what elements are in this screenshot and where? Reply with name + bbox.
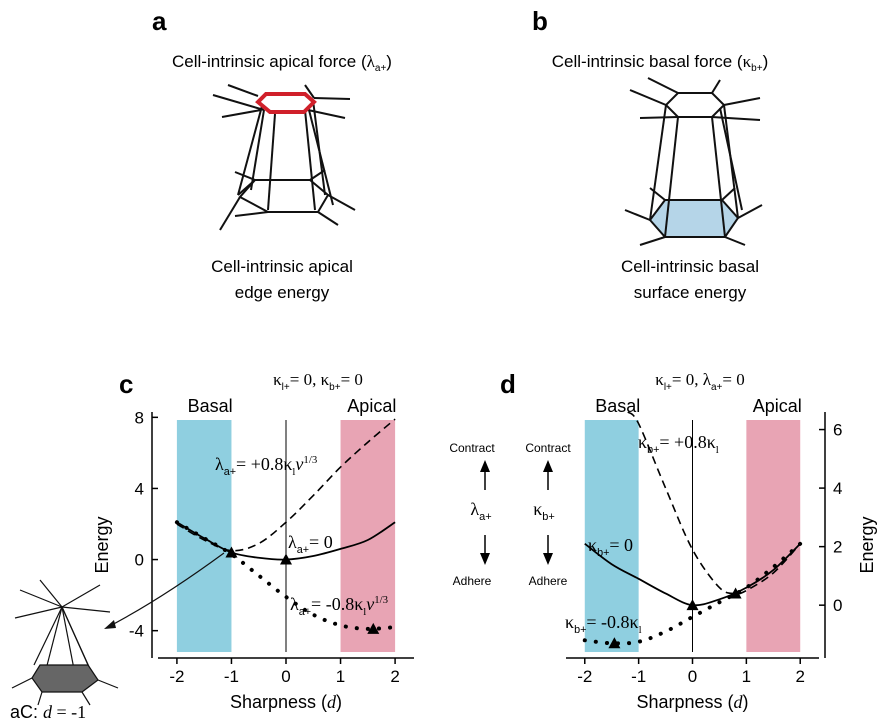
arrow-up-head — [543, 460, 553, 472]
y-tick-label: -4 — [129, 622, 144, 641]
minimum-marker — [367, 622, 380, 634]
series-dotted — [174, 520, 398, 631]
minimum-marker — [280, 553, 292, 565]
region-apical-label: Apical — [753, 396, 802, 416]
arrow-down-head — [543, 553, 553, 565]
arrow-contract-label: Contract — [525, 441, 571, 455]
x-tick-label: 1 — [336, 667, 345, 686]
x-tick-label: -1 — [631, 667, 646, 686]
panel-a-title: Cell-intrinsic apical force (λa+) — [172, 52, 392, 74]
panel-b-caption-line1: Cell-intrinsic basal — [621, 257, 759, 276]
cell-diagram-b — [624, 77, 763, 246]
x-tick-label: 2 — [795, 667, 804, 686]
x-axis-label: Sharpness (d) — [636, 692, 748, 712]
arrow-adhere-label: Adhere — [529, 574, 568, 588]
y-axis-label: Energy — [92, 516, 112, 573]
chart-c: κl+= 0, κb+= 0 Basal Apical -2 -1 0 1 2 -4 0 4 8 Sha… — [92, 370, 495, 712]
y-tick-label: 2 — [833, 538, 842, 557]
panel-b-title: Cell-intrinsic basal force (κb+) — [552, 52, 769, 74]
region-basal — [584, 420, 639, 652]
minimum-marker — [225, 546, 238, 558]
region-basal-label: Basal — [595, 396, 640, 416]
minimum-marker — [686, 599, 699, 611]
region-basal-label: Basal — [188, 396, 233, 416]
x-tick-label: 1 — [742, 667, 751, 686]
series-label: κb+= 0 — [588, 535, 633, 559]
series-label: λa+= -0.8κlv1/3 — [290, 594, 388, 618]
series-dashed — [176, 418, 396, 552]
y-tick-label: 0 — [833, 596, 842, 615]
panel-letter-d: d — [500, 369, 516, 399]
x-tick-label: 0 — [688, 667, 697, 686]
panel-a-caption-line2: edge energy — [235, 283, 330, 302]
y-axis-label: Energy — [857, 516, 877, 573]
x-tick-label: -2 — [169, 667, 184, 686]
panel-letter-b: b — [532, 6, 548, 36]
apical-edge-highlight — [255, 92, 317, 114]
panel-b-caption-line2: surface energy — [634, 283, 747, 302]
series-dashed — [627, 411, 801, 595]
cell-diagram-a — [212, 84, 356, 231]
y-tick-label: 6 — [833, 421, 842, 440]
panel-letter-a: a — [152, 6, 167, 36]
x-tick-label: 2 — [390, 667, 399, 686]
region-basal — [176, 420, 232, 652]
panel-letter-c: c — [119, 369, 133, 399]
chart-d-title: κl+= 0, λa+= 0 — [655, 370, 744, 393]
y-tick-label: 4 — [833, 479, 842, 498]
series-label: κb+= -0.8κl — [565, 612, 642, 636]
minimum-marker — [608, 637, 621, 649]
y-tick-label: 4 — [135, 479, 144, 498]
x-tick-label: -1 — [224, 667, 239, 686]
arrow-symbol: κb+ — [533, 499, 555, 523]
inset-cell-diagram — [11, 579, 119, 706]
inset-pointer-arrowhead — [104, 620, 116, 629]
arrow-up-head — [480, 460, 490, 472]
arrow-symbol: λa+ — [470, 499, 491, 523]
x-axis-label: Sharpness (d) — [230, 692, 342, 712]
x-tick-label: 0 — [281, 667, 290, 686]
arrow-contract-label: Contract — [449, 441, 495, 455]
x-tick-label: -2 — [577, 667, 592, 686]
region-apical-label: Apical — [347, 396, 396, 416]
arrow-adhere-label: Adhere — [453, 574, 492, 588]
chart-d: κl+= 0, λa+= 0 Basal Apical -2 -1 0 1 2 0 2 4 6 Shar… — [525, 370, 877, 712]
y-tick-label: 0 — [135, 551, 144, 570]
chart-c-title: κl+= 0, κb+= 0 — [273, 370, 363, 393]
series-label: λa+= +0.8κlv1/3 — [215, 454, 317, 478]
minimum-marker — [729, 587, 742, 599]
region-apical — [746, 420, 801, 652]
basal-surface-highlight — [650, 200, 738, 237]
series-dotted — [582, 541, 803, 646]
panel-a-caption-line1: Cell-intrinsic apical — [211, 257, 353, 276]
arrow-down-head — [480, 553, 490, 565]
inset-label: aC: d = -1 — [10, 702, 86, 722]
series-label: κb+= +0.8κl — [638, 432, 719, 456]
y-tick-label: 8 — [135, 408, 144, 427]
series-label: λa+= 0 — [288, 532, 333, 556]
inset-pointer-arrow — [105, 552, 225, 629]
region-apical — [340, 420, 396, 652]
